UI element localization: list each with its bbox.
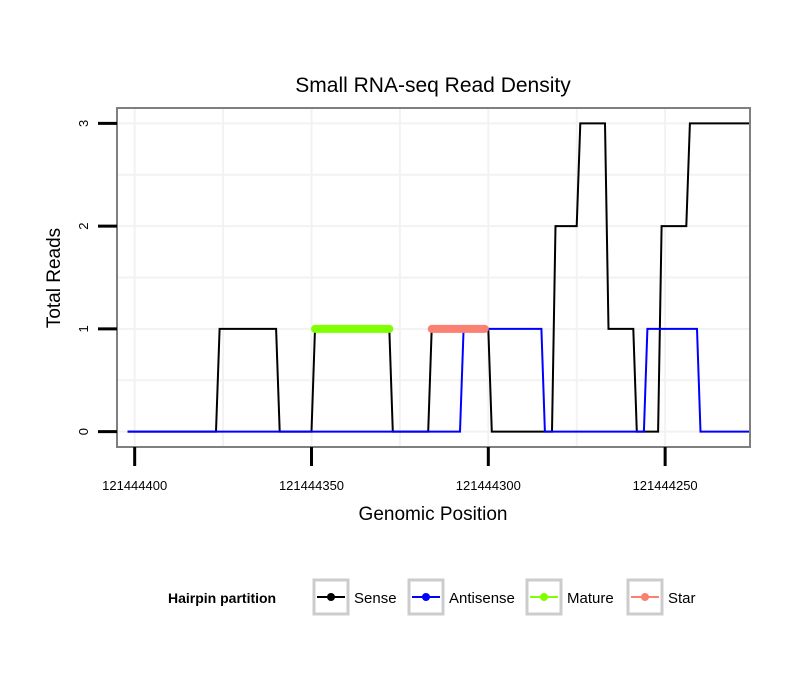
plot-panel-border (116, 107, 751, 448)
y-axis: 0 1 2 3 (76, 120, 117, 435)
legend-item-mature: Mature (525, 578, 614, 616)
legend-key-point (327, 593, 335, 601)
y-tick-label: 2 (76, 223, 91, 230)
x-tick-label: 121444250 (633, 478, 698, 493)
legend-item-antisense: Antisense (407, 578, 515, 616)
y-tick-label: 1 (76, 325, 91, 332)
legend-item-star: Star (626, 578, 696, 616)
legend-item-sense: Sense (312, 578, 397, 616)
legend-key-point (641, 593, 649, 601)
legend-label: Mature (567, 590, 614, 607)
chart-title: Small RNA-seq Read Density (295, 74, 571, 97)
y-tick-label: 0 (76, 428, 91, 435)
legend: Hairpin partition Sense Antisense Mature St… (168, 578, 696, 616)
legend-key-point (422, 593, 430, 601)
x-tick-label: 121444400 (102, 478, 167, 493)
legend-label: Star (668, 590, 696, 607)
legend-label: Sense (354, 590, 397, 607)
x-tick-label: 121444300 (456, 478, 521, 493)
y-tick-label: 3 (76, 120, 91, 127)
x-tick-label: 121444350 (279, 478, 344, 493)
x-axis-title: Genomic Position (359, 504, 508, 525)
series-lines (127, 122, 750, 433)
grid-lines (117, 108, 750, 447)
x-axis: 121444400 121444350 121444300 121444250 (102, 447, 698, 493)
legend-items: Sense Antisense Mature Star (312, 578, 696, 616)
legend-key-point (540, 593, 548, 601)
legend-title: Hairpin partition (168, 590, 276, 606)
y-axis-title: Total Reads (44, 228, 65, 328)
series-line-antisense (127, 327, 750, 433)
legend-label: Antisense (449, 590, 515, 607)
